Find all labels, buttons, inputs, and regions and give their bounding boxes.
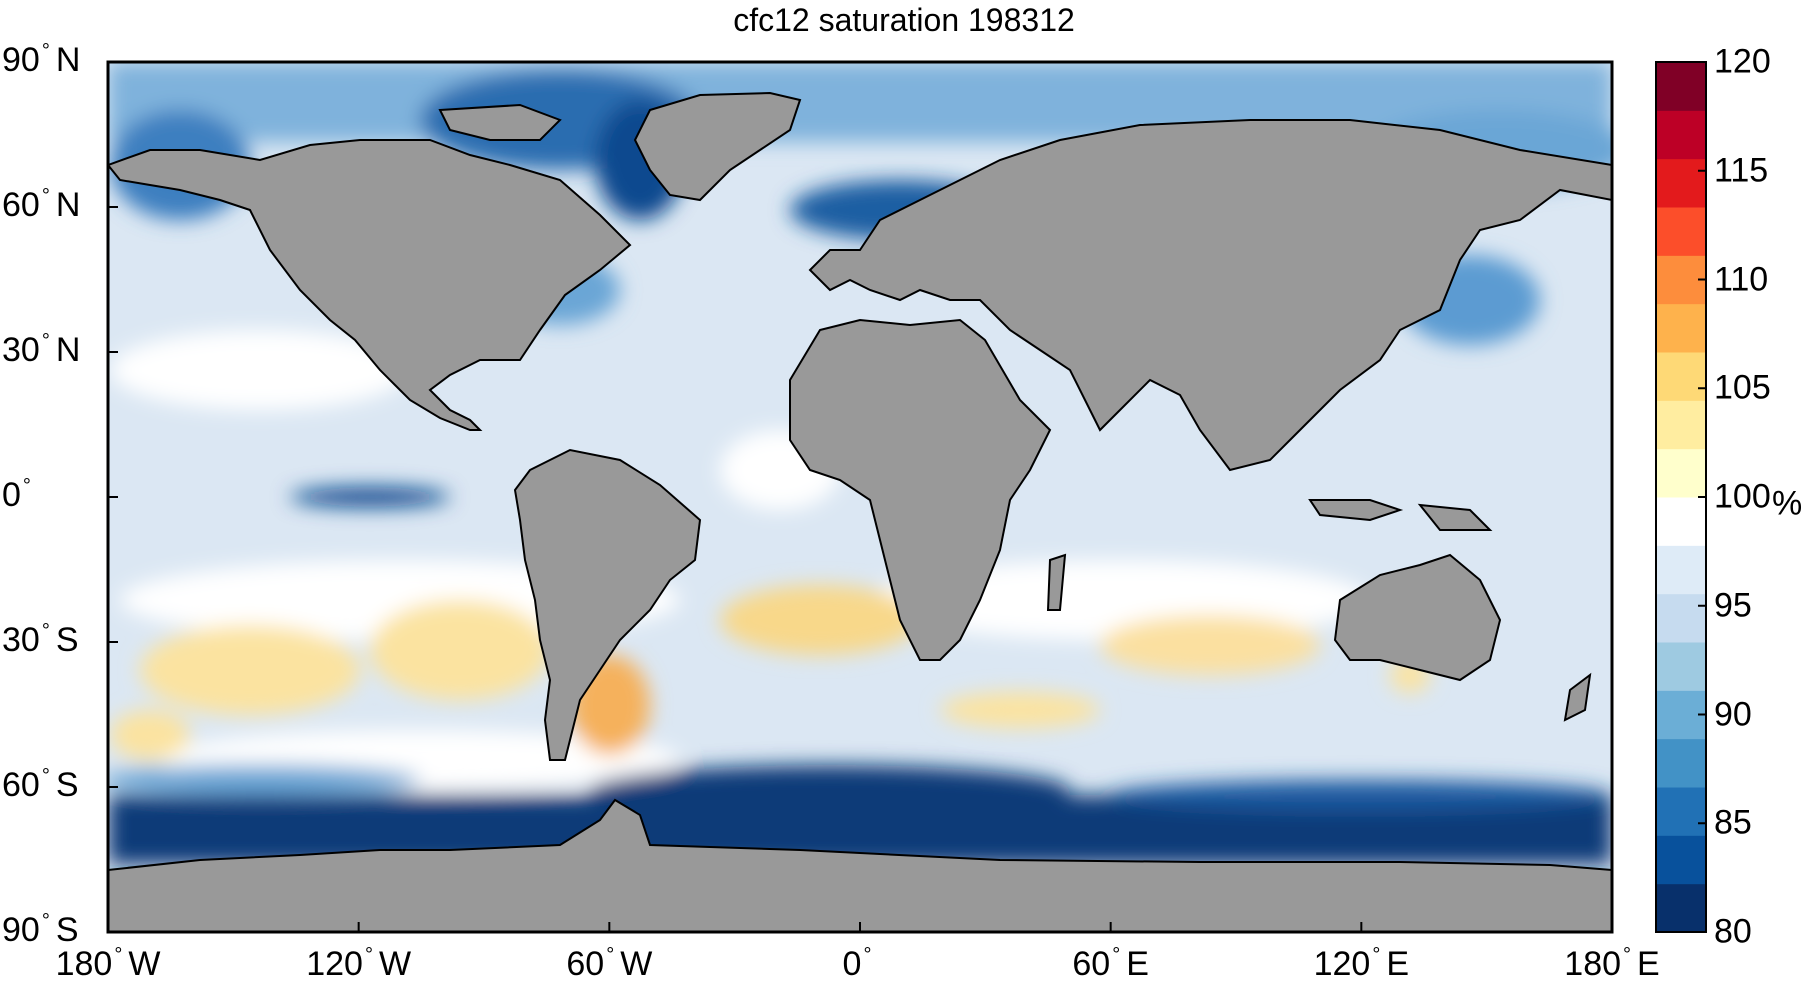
colorbar-unit-label: % xyxy=(1772,484,1803,523)
lon-tick-label: 60 ° W xyxy=(566,944,653,983)
lat-tick-label: 30 ° S xyxy=(2,620,79,659)
colorbar-segment xyxy=(1656,883,1706,933)
colorbar-segment xyxy=(1656,835,1706,885)
colorbar-segment xyxy=(1656,738,1706,788)
indonesia xyxy=(1308,499,1404,522)
colorbar-segment xyxy=(1656,448,1706,498)
lat-tick-label: 60 ° N xyxy=(2,185,81,224)
colorbar-segment xyxy=(1656,352,1706,401)
map-title: cfc12 saturation 198312 xyxy=(733,2,1075,38)
land-masses xyxy=(108,91,1612,932)
colorbar-segment xyxy=(1656,158,1706,208)
lon-tick-label: 60 ° E xyxy=(1072,944,1149,983)
colorbar-segment xyxy=(1656,497,1706,546)
colorbar-segment xyxy=(1656,303,1706,353)
colorbar-segment xyxy=(1656,400,1706,450)
colorbar-segment xyxy=(1656,690,1706,740)
lat-tick-label: 0 ° xyxy=(2,475,31,514)
colorbar-segment xyxy=(1656,207,1706,256)
colorbar-segment xyxy=(1656,255,1706,305)
colorbar-tick-label: 85 xyxy=(1714,803,1752,842)
colorbar-segment xyxy=(1656,62,1706,111)
colorbar-tick-label: 105 xyxy=(1714,368,1771,407)
colorbar-tick-label: 95 xyxy=(1714,586,1752,625)
greenland xyxy=(633,91,802,202)
axis-ticks xyxy=(107,61,1613,933)
madagascar xyxy=(1046,553,1067,611)
colorbar-tick-label: 90 xyxy=(1714,695,1752,733)
lon-tick-label: 180 ° E xyxy=(1564,944,1660,983)
lat-tick-label: 90 ° S xyxy=(2,910,79,949)
colorbar-segment xyxy=(1656,110,1706,160)
colorbar-segment xyxy=(1656,642,1706,691)
colorbar-segment xyxy=(1656,787,1706,836)
colorbar-tick-label: 115 xyxy=(1714,151,1769,190)
lat-tick-label: 30 ° N xyxy=(2,330,81,369)
colorbar-segment xyxy=(1656,593,1706,643)
colorbar-segment xyxy=(1656,545,1706,595)
lon-tick-label: 120 ° W xyxy=(306,944,412,983)
lat-tick-label: 90 ° N xyxy=(2,40,81,79)
lon-tick-label: 180 ° W xyxy=(55,944,161,983)
colorbar-tick-label: 80 xyxy=(1714,912,1752,951)
lon-tick-label: 0 ° xyxy=(842,944,872,983)
australia xyxy=(1333,553,1502,682)
colorbar-tick-label: 120 xyxy=(1714,42,1771,81)
antarctica xyxy=(108,798,1612,932)
new-zealand xyxy=(1563,672,1592,722)
lon-tick-label: 120 ° E xyxy=(1313,944,1410,983)
north-america xyxy=(108,139,632,431)
new-guinea xyxy=(1417,503,1493,531)
arctic-islands xyxy=(438,103,562,141)
africa xyxy=(789,318,1052,661)
eurasia xyxy=(808,119,1612,472)
colorbar xyxy=(1655,61,1707,933)
south-america xyxy=(513,448,702,761)
lat-tick-label: 60 ° S xyxy=(2,765,79,804)
colorbar-tick-label: 100 xyxy=(1714,477,1771,516)
colorbar-tick-label: 110 xyxy=(1714,260,1769,298)
map-area xyxy=(108,62,1612,932)
